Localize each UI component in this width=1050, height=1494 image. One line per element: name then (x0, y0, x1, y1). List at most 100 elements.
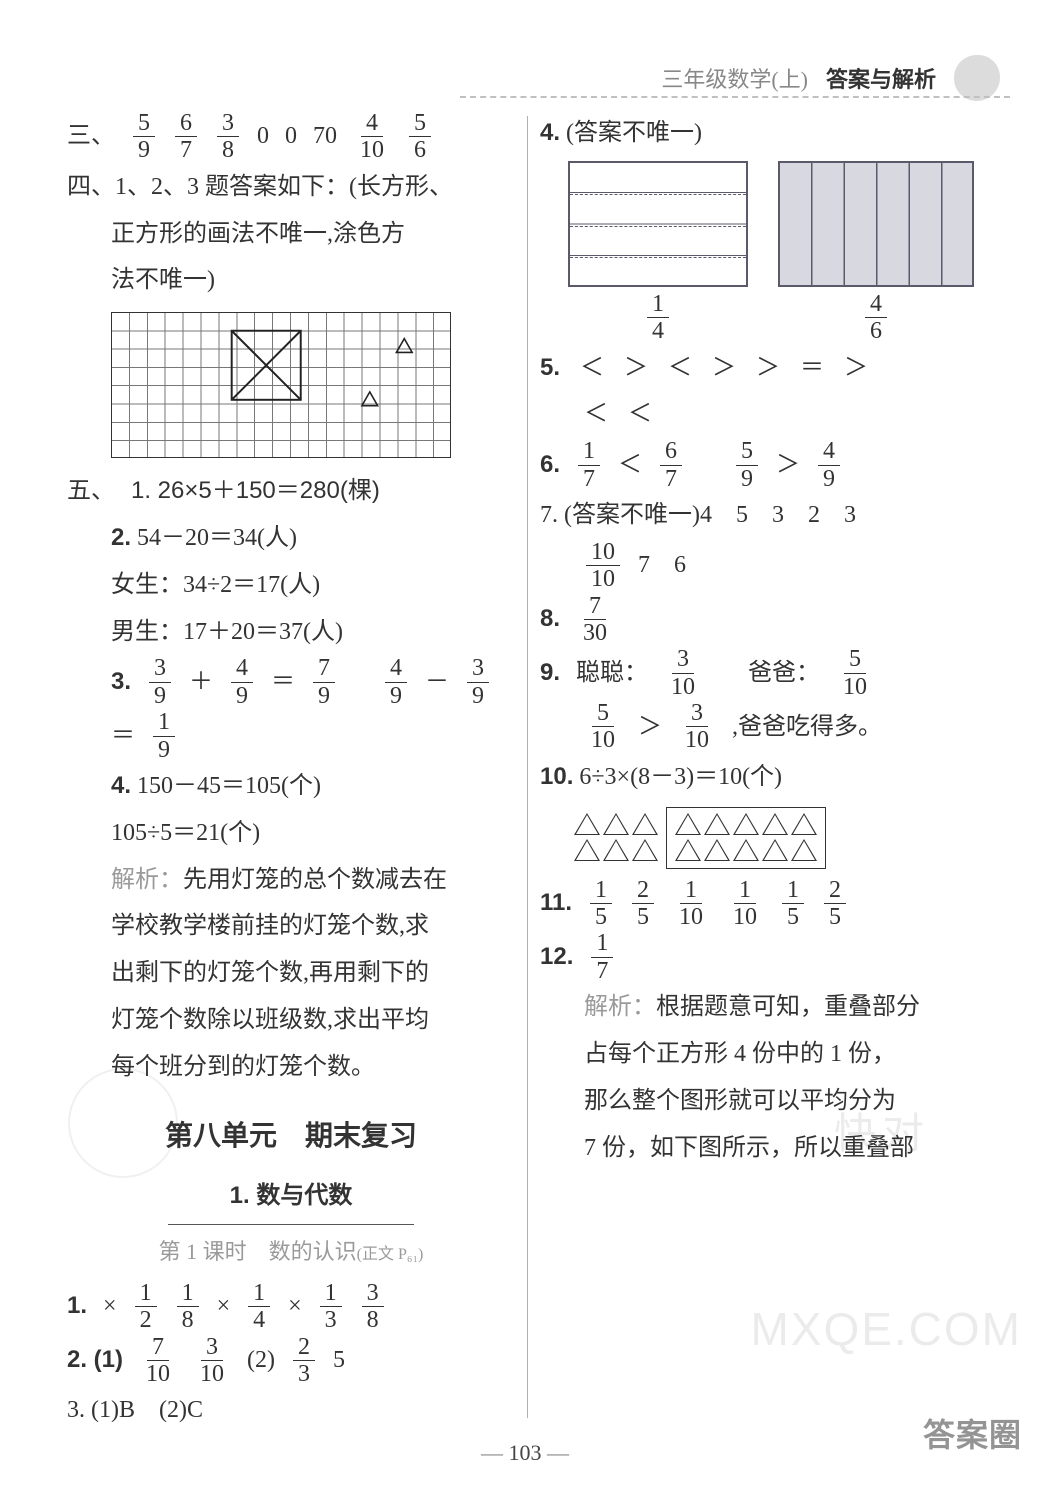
frac: 510 (838, 646, 872, 700)
header-section: 答案与解析 (826, 62, 936, 94)
frac: 25 (632, 877, 654, 931)
op: － (425, 659, 449, 706)
frac: 67 (660, 438, 682, 492)
frac: 39 (149, 655, 171, 709)
frac: 310 (680, 700, 714, 754)
expl-label: 解析： (111, 867, 183, 893)
b2: 2. (1) 710 310 (2) 23 5 (67, 1334, 515, 1388)
frac: 49 (231, 655, 253, 709)
q5-1: 五、 1. 26×5＋150＝280(棵) (67, 468, 515, 515)
frac: 38 (217, 110, 239, 164)
frac: 14 (248, 1280, 270, 1334)
frac: 110 (728, 877, 762, 931)
q5-2g: 女生：34÷2＝17(人) (67, 562, 515, 609)
r12-expl-1: 解析：根据题意可知，重叠部分 (540, 984, 988, 1031)
frac: 15 (590, 877, 612, 931)
page-header: 三年级数学(上) 答案与解析 (661, 55, 1000, 101)
frac: 110 (674, 877, 708, 931)
q5-3: 3. 39 ＋ 49 ＝ 79 49 － 39 ＝ 19 (67, 655, 515, 763)
label: 8. (540, 596, 560, 643)
val: × (103, 1283, 117, 1330)
right-column: 4. 4. (答案不唯一)(答案不唯一) 14 46 5. ＜ ＞ ＜ ＞ ＞ (528, 110, 1000, 1424)
q4-line3: 法不唯一) (67, 257, 515, 304)
label: 6. (540, 442, 560, 489)
frac: 14 (647, 291, 669, 345)
frac: 56 (409, 110, 431, 164)
r10: 10. 6÷3×(8－3)＝10(个) (540, 754, 988, 801)
label: 3. (111, 659, 131, 706)
op: ＝ (111, 713, 135, 760)
q4-line2: 正方形的画法不唯一,涂色方 (67, 211, 515, 258)
r7b: 1010 7 6 (540, 539, 988, 593)
label: (2) (247, 1337, 275, 1384)
frac: 25 (824, 877, 846, 931)
q5-label: 五、 (67, 468, 115, 515)
q5-expl-2: 学校教学楼前挂的灯笼个数,求 (67, 903, 515, 950)
frac: 49 (385, 655, 407, 709)
header-subject: 三年级数学(上) (661, 62, 808, 94)
frac: 710 (141, 1334, 175, 1388)
label: 12. (540, 934, 573, 981)
q5-2: 2. 2. 54－20＝34(人)54－20＝34(人) (67, 515, 515, 562)
frac: 49 (818, 438, 840, 492)
r12-expl-4: 7 份，如下图所示，所以重叠部 (540, 1125, 988, 1172)
r12: 12. 17 (540, 930, 988, 984)
q4-line1: 四、1、2、3 题答案如下：(长方形、 (67, 164, 515, 211)
q3-label: 三、 (67, 113, 115, 160)
rect-2: 46 (778, 161, 974, 345)
rect-horizontal (568, 161, 748, 287)
q5-expl-4: 灯笼个数除以班级数,求出平均 (67, 997, 515, 1044)
q5-expl-1: 解析：先用灯笼的总个数减去在 (67, 857, 515, 904)
val: × (217, 1283, 231, 1330)
q5-2b: 男生：17＋20＝37(人) (67, 609, 515, 656)
q3-row: 三、 59 67 38 0 0 70 410 56 (67, 110, 515, 164)
header-divider (460, 96, 1010, 98)
frac: 38 (362, 1280, 384, 1334)
op: ＋ (189, 659, 213, 706)
mascot-icon (954, 55, 1000, 101)
grid-figure (111, 312, 451, 458)
expl-label: 解析： (584, 994, 656, 1020)
r8: 8. 730 (540, 593, 988, 647)
val: 70 (313, 113, 337, 160)
op: ＝ (271, 659, 295, 706)
b3: 3. (1)B (2)C (67, 1387, 515, 1434)
label: 5. (540, 345, 560, 392)
page-number: 103 (0, 1440, 1050, 1466)
frac: 39 (467, 655, 489, 709)
label: 1. (67, 1283, 87, 1330)
label: 9. (540, 650, 560, 697)
frac: 1010 (586, 539, 620, 593)
frac: 59 (133, 110, 155, 164)
q5-expl-3: 出剩下的灯笼个数,再用剩下的 (67, 950, 515, 997)
val: 0 (285, 113, 297, 160)
watermark-circle (68, 1068, 178, 1178)
frac: 79 (313, 655, 335, 709)
frac: 19 (153, 709, 175, 763)
frac: 23 (293, 1334, 315, 1388)
r12-expl-2: 占每个正方形 4 份中的 1 份， (540, 1031, 988, 1078)
rect-vertical (778, 161, 974, 287)
frac: 59 (736, 438, 758, 492)
frac: 730 (578, 593, 612, 647)
r6: 6. 17 ＜ 67 59 ＞ 49 (540, 438, 988, 492)
r11: 11. 15 25 110 110 15 25 (540, 877, 988, 931)
frac: 13 (320, 1280, 342, 1334)
left-column: 三、 59 67 38 0 0 70 410 56 四、1、2、3 题答案如下：… (55, 110, 527, 1424)
frac: 67 (175, 110, 197, 164)
frac: 17 (578, 438, 600, 492)
q5-4: 4. 150－45＝105(个) (67, 763, 515, 810)
frac: 17 (591, 930, 613, 984)
r12-expl-3: 那么整个图形就可以平均分为 (540, 1078, 988, 1125)
r4-figure: 14 46 (568, 161, 988, 345)
frac: 310 (195, 1334, 229, 1388)
grid-overlay-svg (112, 313, 450, 457)
r5: 5. ＜ ＞ ＜ ＞ ＞ ＝ ＞ (540, 345, 988, 392)
content-columns: 三、 59 67 38 0 0 70 410 56 四、1、2、3 题答案如下：… (55, 110, 1000, 1424)
q5-4b: 105÷5＝21(个) (67, 810, 515, 857)
frac: 12 (135, 1280, 157, 1334)
r5b: ＜ ＜ (540, 391, 988, 438)
text: 1. 26×5＋150＝280(棵) (131, 468, 380, 515)
frac: 510 (586, 700, 620, 754)
r4: 4. 4. (答案不唯一)(答案不唯一) (540, 110, 988, 157)
